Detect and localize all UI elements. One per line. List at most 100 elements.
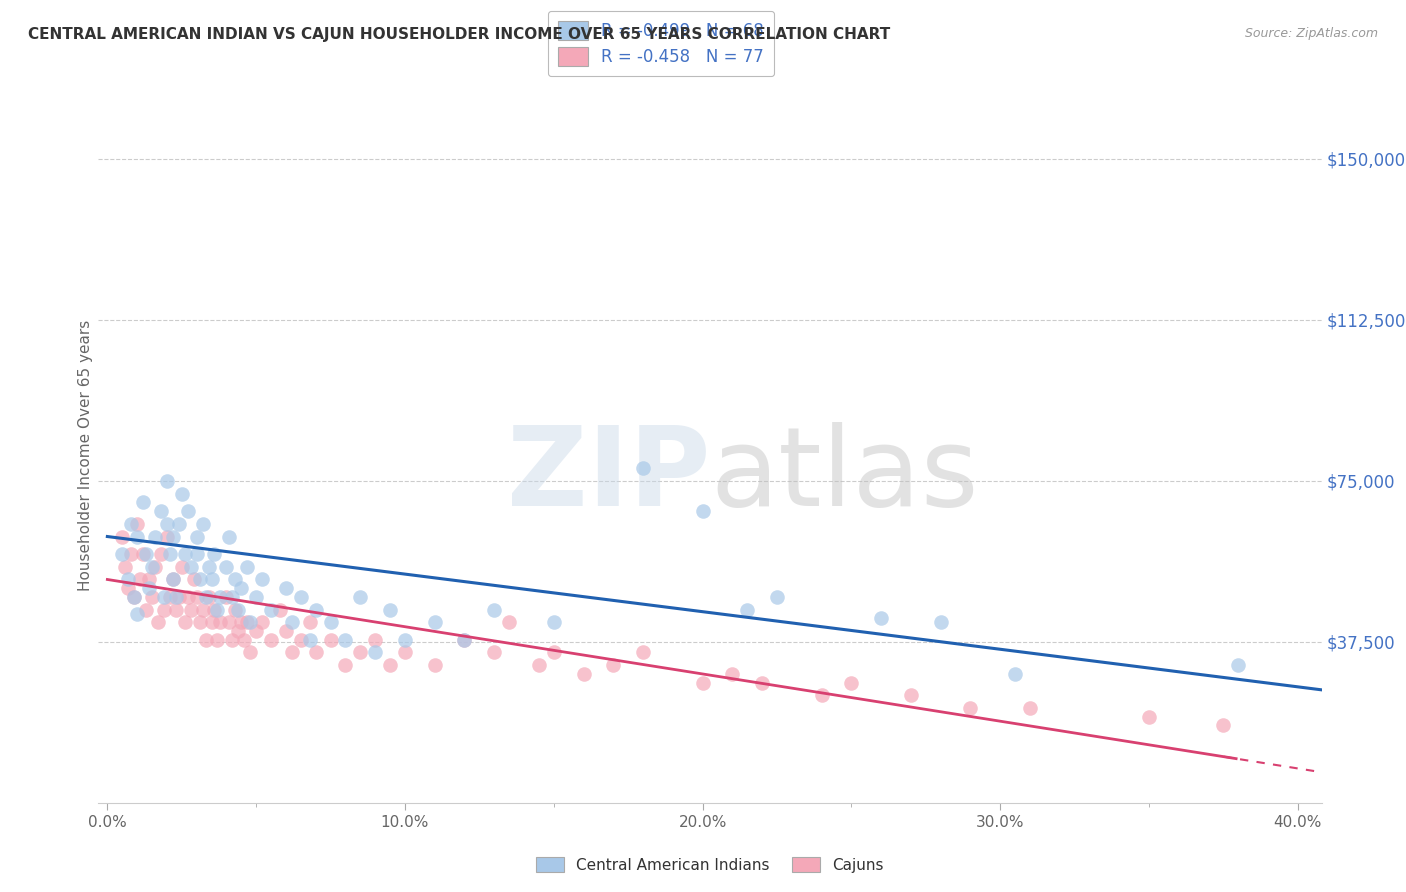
Point [188,573,211,587]
Point [120,547,142,561]
Point [245,590,267,604]
Point [543,645,565,659]
Point [165,602,187,616]
Point [132,547,155,561]
Point [735,602,758,616]
Point [111,529,134,543]
Point [250,615,273,630]
Point [260,632,283,647]
Point [114,559,136,574]
Point [751,675,773,690]
Point [364,645,387,659]
Point [281,645,304,659]
Point [236,559,259,574]
Point [335,632,357,647]
Point [127,529,149,543]
Point [1004,667,1026,681]
Point [191,602,214,616]
Point [159,590,181,604]
Point [167,590,190,604]
Point [141,590,163,604]
Point [159,547,181,561]
Point [224,602,246,616]
Point [602,658,624,673]
Point [167,516,190,531]
Point [186,590,208,604]
Text: atlas: atlas [710,422,979,529]
Point [269,602,291,616]
Point [226,602,249,616]
Point [900,689,922,703]
Point [173,547,195,561]
Point [305,602,328,616]
Point [141,559,163,574]
Point [207,632,229,647]
Point [127,516,149,531]
Point [138,573,160,587]
Point [378,658,401,673]
Point [692,675,714,690]
Point [156,516,179,531]
Point [959,701,981,715]
Point [423,615,446,630]
Text: Source: ZipAtlas.com: Source: ZipAtlas.com [1244,27,1378,40]
Y-axis label: Householder Income Over 65 years: Householder Income Over 65 years [77,319,93,591]
Point [218,529,240,543]
Point [250,573,273,587]
Point [226,624,249,638]
Point [841,675,863,690]
Point [1227,658,1250,673]
Point [1212,718,1234,732]
Point [319,615,342,630]
Point [319,632,342,647]
Point [183,573,205,587]
Point [186,547,208,561]
Point [335,658,357,673]
Point [111,547,134,561]
Point [143,529,166,543]
Point [194,632,217,647]
Point [631,645,654,659]
Point [200,615,222,630]
Point [200,573,222,587]
Point [180,602,202,616]
Point [153,602,176,616]
Point [197,559,219,574]
Point [149,504,172,518]
Point [1019,701,1042,715]
Point [453,632,475,647]
Point [484,645,506,659]
Point [165,590,187,604]
Point [298,632,321,647]
Point [810,689,832,703]
Point [239,615,262,630]
Text: ZIP: ZIP [506,422,710,529]
Point [721,667,744,681]
Point [120,516,142,531]
Point [149,547,172,561]
Point [156,474,179,488]
Point [207,602,229,616]
Point [692,504,714,518]
Point [215,559,238,574]
Legend: Central American Indians, Cajuns: Central American Indians, Cajuns [530,850,890,879]
Point [394,645,416,659]
Point [209,615,232,630]
Point [423,658,446,673]
Point [156,529,179,543]
Point [543,615,565,630]
Point [162,529,184,543]
Point [870,611,893,625]
Point [170,486,193,500]
Point [135,547,157,561]
Point [191,516,214,531]
Point [135,602,157,616]
Point [766,590,789,604]
Point [194,590,217,604]
Point [394,632,416,647]
Point [572,667,595,681]
Point [245,624,267,638]
Point [231,615,253,630]
Point [162,573,184,587]
Point [204,547,226,561]
